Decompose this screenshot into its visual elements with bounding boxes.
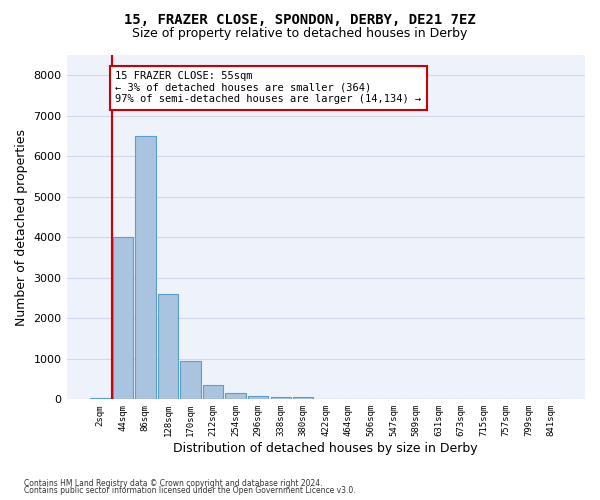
- Bar: [203, 385, 223, 400]
- Text: Contains public sector information licensed under the Open Government Licence v3: Contains public sector information licen…: [24, 486, 356, 495]
- Bar: [135, 136, 155, 400]
- Text: Size of property relative to detached houses in Derby: Size of property relative to detached ho…: [133, 28, 467, 40]
- Bar: [113, 238, 133, 400]
- Bar: [271, 397, 291, 400]
- Y-axis label: Number of detached properties: Number of detached properties: [15, 128, 28, 326]
- X-axis label: Distribution of detached houses by size in Derby: Distribution of detached houses by size …: [173, 442, 478, 455]
- Bar: [158, 294, 178, 400]
- Bar: [90, 398, 110, 400]
- Bar: [248, 396, 268, 400]
- Bar: [226, 394, 246, 400]
- Bar: [181, 361, 200, 400]
- Text: Contains HM Land Registry data © Crown copyright and database right 2024.: Contains HM Land Registry data © Crown c…: [24, 478, 323, 488]
- Text: 15 FRAZER CLOSE: 55sqm
← 3% of detached houses are smaller (364)
97% of semi-det: 15 FRAZER CLOSE: 55sqm ← 3% of detached …: [115, 71, 422, 104]
- Bar: [293, 397, 313, 400]
- Text: 15, FRAZER CLOSE, SPONDON, DERBY, DE21 7EZ: 15, FRAZER CLOSE, SPONDON, DERBY, DE21 7…: [124, 12, 476, 26]
